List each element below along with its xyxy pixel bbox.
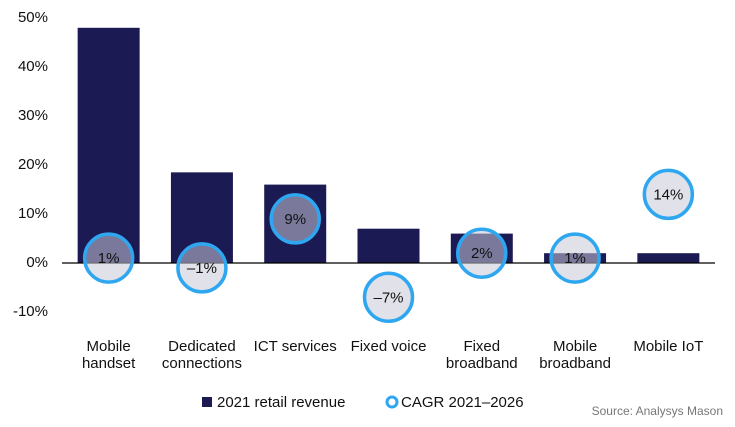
cagr-marker <box>549 232 601 284</box>
legend-label: 2021 retail revenue <box>217 394 345 411</box>
x-tick-label: Mobile IoT <box>633 338 704 355</box>
cagr-marker <box>642 168 695 221</box>
bar <box>77 27 140 263</box>
cagr-marker <box>176 242 228 294</box>
legend-swatch <box>385 395 399 409</box>
cagr-label: 2% <box>471 245 493 262</box>
x-tick-label: Fixed voice <box>350 338 427 355</box>
x-tick-label: Fixed broadband <box>445 338 518 372</box>
x-tick-label: Mobile handset <box>81 338 136 372</box>
cagr-label: 14% <box>653 186 683 203</box>
x-tick-label: Dedicated connections <box>161 338 242 372</box>
x-tick-label: Mobile broadband <box>539 338 611 372</box>
cagr-marker <box>456 227 508 279</box>
cagr-marker <box>269 193 321 245</box>
y-tick-label: 30% <box>18 107 48 124</box>
bar <box>357 228 420 263</box>
legend-label: CAGR 2021–2026 <box>401 394 524 411</box>
cagr-label: 1% <box>564 250 586 267</box>
cagr-label: –7% <box>373 289 403 306</box>
cagr-marker <box>82 232 135 284</box>
y-tick-label: 20% <box>18 156 48 173</box>
y-tick-label: 0% <box>26 254 48 271</box>
cagr-marker <box>362 271 415 324</box>
source: Source: Analysys Mason <box>591 404 723 418</box>
cagr-label: 1% <box>98 250 120 267</box>
legend-swatch <box>202 397 212 407</box>
y-tick-label: 40% <box>18 58 48 75</box>
x-tick-label: ICT services <box>253 338 337 355</box>
cagr-label: 9% <box>284 211 306 228</box>
y-tick-label: -10% <box>13 303 48 320</box>
cagr-label: –1% <box>187 260 217 277</box>
bar <box>637 253 700 263</box>
y-tick-label: 50% <box>18 9 48 26</box>
y-tick-label: 10% <box>18 205 48 222</box>
